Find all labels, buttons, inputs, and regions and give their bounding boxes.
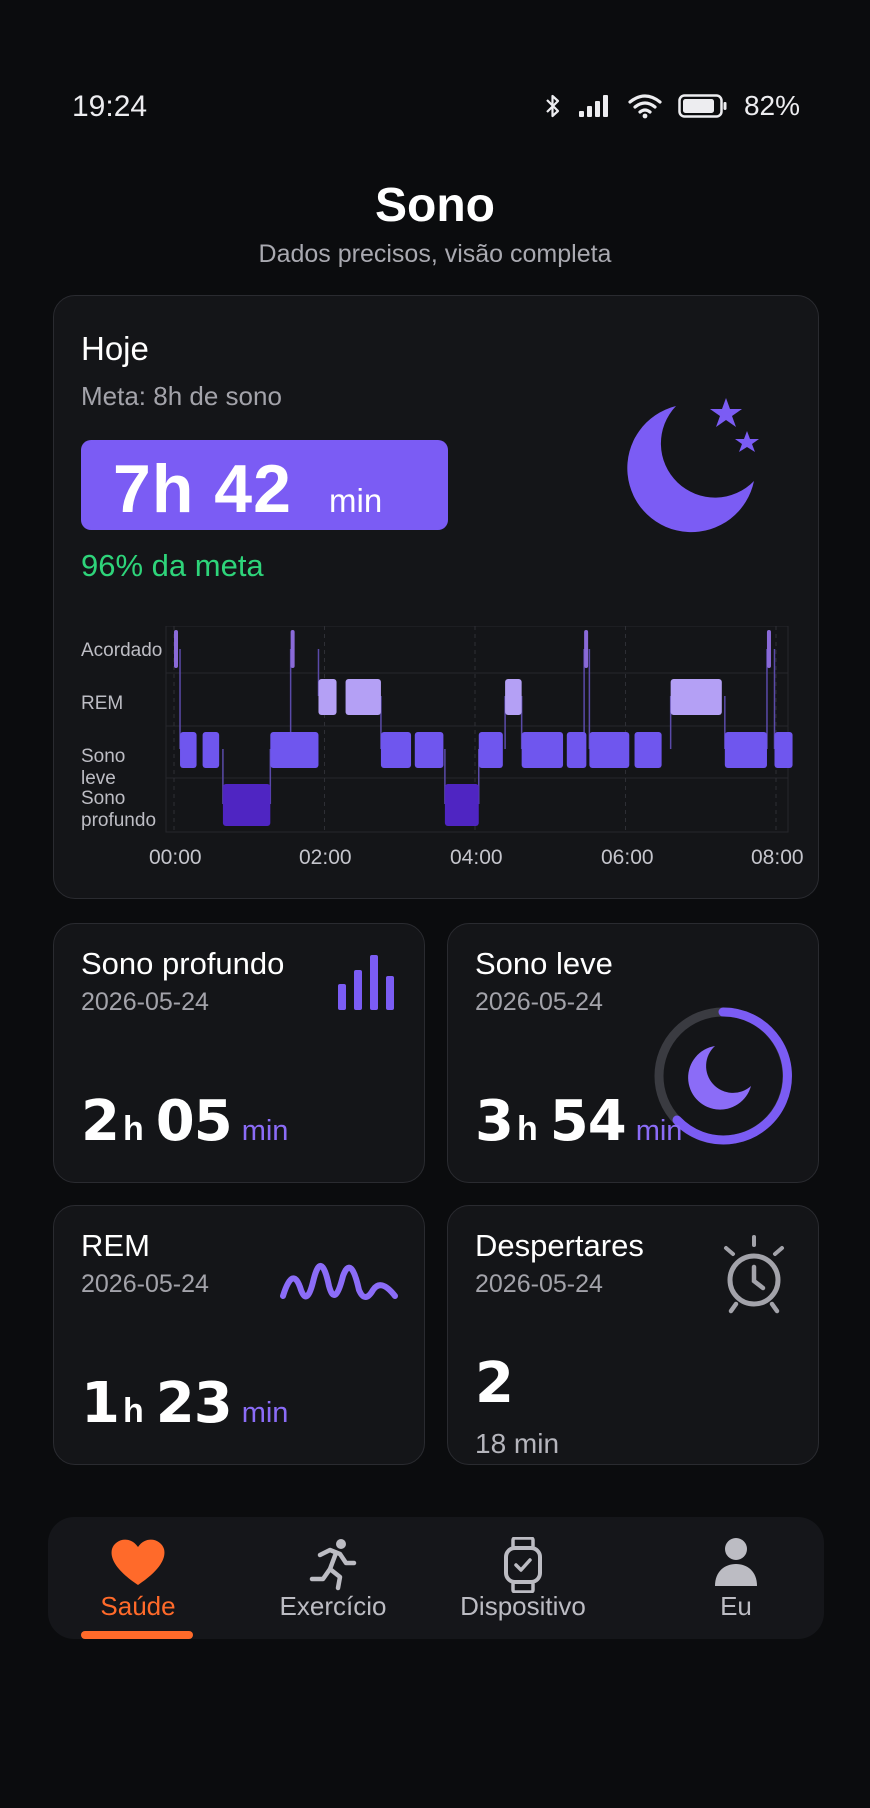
today-heading: Hoje: [81, 330, 149, 367]
card-title: Sono profundo: [81, 946, 285, 981]
moon-stars-icon: [627, 398, 759, 533]
minutes-value: 23: [155, 1371, 233, 1436]
awakenings-card[interactable]: Despertares 2026-05-24 2 18 min: [447, 1205, 819, 1465]
stage-label-light: Sono leve: [81, 746, 126, 789]
total-sleep-value: 7h 42: [113, 451, 292, 527]
card-title: REM: [81, 1228, 150, 1263]
moon-ring-icon: [654, 1007, 792, 1145]
bottom-navigation: Saúde Exercício Dispositivo Eu: [48, 1517, 824, 1639]
hours-unit: h: [516, 1110, 538, 1148]
stage-block: [222, 784, 271, 826]
minutes-value: 05: [155, 1089, 233, 1154]
stage-block: [766, 630, 771, 668]
hypnogram-plot: [165, 626, 793, 833]
nav-item-exercicio[interactable]: Exercício: [243, 1517, 423, 1639]
hours-unit: h: [122, 1392, 144, 1430]
hours-value: 3: [475, 1089, 514, 1154]
active-tab-indicator: [81, 1631, 193, 1639]
total-sleep-unit: min: [329, 482, 383, 519]
nav-label: Exercício: [279, 1591, 387, 1621]
x-tick: 02:00: [299, 846, 352, 869]
sleep-goal: Meta: 8h de sono: [81, 381, 282, 411]
stage-block: [670, 679, 722, 715]
plot-frame: [165, 626, 789, 833]
stage-block: [589, 732, 630, 768]
hours-value: 2: [81, 1089, 120, 1154]
status-time: 19:24: [72, 90, 148, 123]
stage-label-awake: Acordado: [81, 640, 163, 661]
card-date: 2026-05-24: [81, 1270, 209, 1298]
x-tick: 06:00: [601, 846, 654, 869]
stage-block: [521, 732, 564, 768]
deep-sleep-card[interactable]: Sono profundo 2026-05-24 2 h 05 min: [53, 923, 425, 1183]
status-bar: 19:24 82%: [0, 0, 870, 123]
nav-item-eu[interactable]: Eu: [648, 1517, 824, 1639]
x-tick: 00:00: [149, 846, 202, 869]
stage-block: [478, 732, 503, 768]
stage-block: [444, 784, 479, 826]
stage-label-deep: Sono profundo: [81, 788, 157, 831]
minutes-unit: min: [635, 1115, 683, 1147]
stage-block: [634, 732, 662, 768]
wave-icon: [280, 1263, 398, 1300]
card-title: Despertares: [475, 1228, 644, 1263]
stage-block: [584, 630, 589, 668]
nav-label: Dispositivo: [460, 1591, 586, 1621]
minutes-value: 54: [549, 1089, 627, 1154]
stage-block: [774, 732, 793, 768]
stage-block: [174, 630, 178, 668]
today-sleep-card[interactable]: Hoje Meta: 8h de sono 7h 42 min 96% da m…: [53, 295, 819, 899]
total-sleep-badge: 7h 42 min: [81, 440, 448, 530]
nav-label: Eu: [720, 1591, 752, 1621]
nav-item-saude[interactable]: Saúde: [48, 1517, 228, 1639]
stage-block: [290, 630, 295, 668]
status-icons: 82%: [544, 90, 800, 122]
minutes-unit: min: [241, 1397, 289, 1429]
wifi-icon: [628, 94, 662, 119]
running-icon: [309, 1539, 357, 1591]
light-sleep-duration: 3 h 54 min: [475, 1089, 682, 1154]
stage-block: [724, 732, 767, 768]
stage-block: [270, 732, 319, 768]
bluetooth-icon: [546, 94, 560, 118]
page-subtitle: Dados precisos, visão completa: [258, 240, 612, 268]
stage-block: [566, 732, 587, 768]
x-tick: 08:00: [751, 846, 804, 869]
stage-block: [318, 679, 337, 715]
light-sleep-card[interactable]: Sono leve 2026-05-24 3 h 54 min: [447, 923, 819, 1183]
hours-unit: h: [122, 1110, 144, 1148]
person-icon: [715, 1538, 757, 1586]
stage-block: [345, 679, 381, 715]
bar-chart-icon: [338, 955, 394, 1010]
hours-value: 1: [81, 1371, 120, 1436]
deep-sleep-duration: 2 h 05 min: [81, 1089, 288, 1154]
alarm-clock-icon: [724, 1235, 784, 1314]
stage-block: [380, 732, 412, 768]
battery-icon: [678, 94, 727, 118]
rem-duration: 1 h 23 min: [81, 1371, 288, 1436]
signal-icon: [578, 95, 608, 117]
card-date: 2026-05-24: [475, 988, 603, 1016]
stage-block: [202, 732, 220, 768]
card-date: 2026-05-24: [475, 1270, 603, 1298]
awakenings-duration: 18 min: [475, 1428, 560, 1459]
card-title: Sono leve: [475, 946, 613, 981]
nav-label: Saúde: [100, 1591, 176, 1621]
stage-block: [180, 732, 197, 768]
watch-icon: [504, 1537, 542, 1593]
awakenings-count: 2: [475, 1351, 514, 1416]
rem-sleep-card[interactable]: REM 2026-05-24 1 h 23 min: [53, 1205, 425, 1465]
minutes-unit: min: [241, 1115, 289, 1147]
goal-percentage: 96% da meta: [81, 548, 264, 583]
page-title: Sono: [375, 179, 495, 232]
stage-block: [414, 732, 444, 768]
nav-item-dispositivo[interactable]: Dispositivo: [428, 1517, 618, 1639]
card-date: 2026-05-24: [81, 988, 209, 1016]
stage-label-rem: REM: [81, 693, 124, 714]
heart-icon: [111, 1539, 165, 1585]
x-tick: 04:00: [450, 846, 503, 869]
stage-block: [505, 679, 522, 715]
battery-percent: 82%: [743, 90, 800, 121]
